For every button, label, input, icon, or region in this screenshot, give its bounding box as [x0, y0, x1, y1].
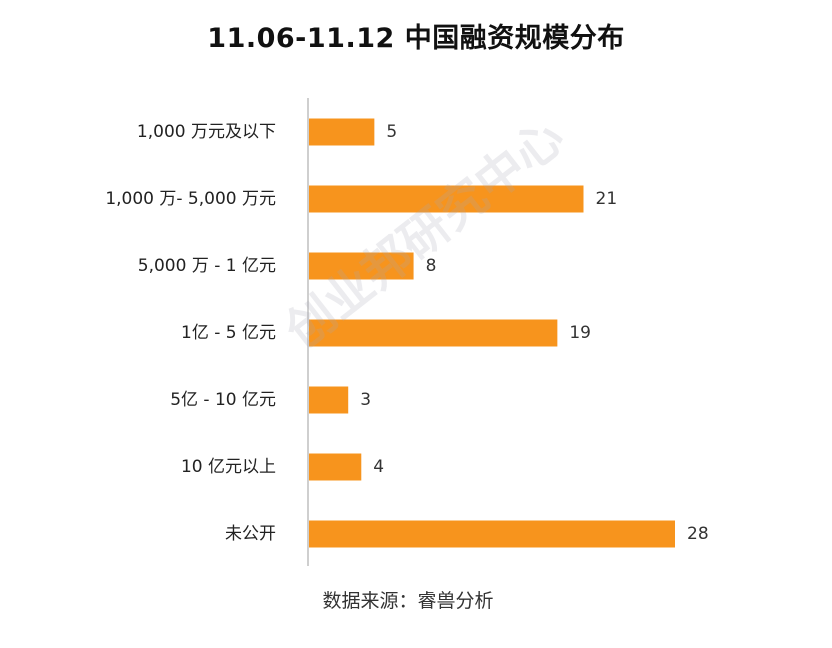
category-label: 10 亿元以上 [181, 457, 276, 477]
bar [309, 319, 558, 347]
category-label: 1亿 - 5 亿元 [181, 323, 276, 343]
bar [309, 118, 375, 146]
bar [309, 252, 414, 280]
bar [309, 453, 362, 481]
category-label: 未公开 [225, 524, 276, 544]
value-label: 8 [426, 256, 437, 276]
bar [309, 185, 584, 213]
value-label: 3 [360, 390, 371, 410]
value-label: 19 [569, 323, 591, 343]
chart-title: 11.06-11.12 中国融资规模分布 [207, 23, 625, 54]
value-label: 5 [386, 122, 397, 142]
category-label: 5,000 万 - 1 亿元 [138, 256, 276, 276]
value-label: 21 [596, 189, 618, 209]
source-note: 数据来源：睿兽分析 [322, 590, 494, 612]
bar [309, 520, 675, 548]
category-label: 5亿 - 10 亿元 [170, 390, 276, 410]
bars-layer: 1,000 万元及以下 5 1,000 万- 5,000 万元 21 5,000 万 -… [105, 118, 709, 548]
value-label: 4 [373, 457, 384, 477]
category-label: 1,000 万元及以下 [137, 122, 276, 142]
category-label: 1,000 万- 5,000 万元 [105, 189, 276, 209]
bar [309, 386, 349, 414]
value-label: 28 [687, 524, 709, 544]
